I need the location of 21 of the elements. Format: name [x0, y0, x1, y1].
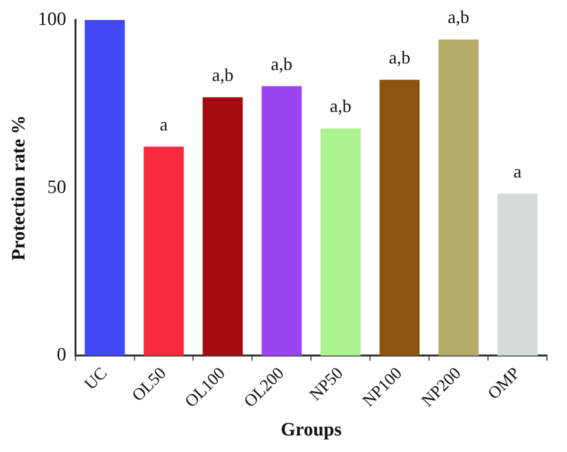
bar [262, 86, 302, 356]
bar [320, 128, 361, 356]
x-axis-title: Groups [280, 420, 342, 441]
bar [84, 20, 125, 356]
bar [497, 194, 538, 356]
bar [144, 146, 184, 356]
annotation: a,b [330, 96, 352, 116]
y-tick-label: 0 [56, 344, 66, 366]
bar [380, 80, 420, 356]
y-axis-title: Protection rate % [8, 115, 30, 260]
annotation: a,b [388, 47, 410, 68]
y-tick-label: 50 [47, 176, 66, 198]
annotation: a,b [212, 64, 234, 85]
annotation: a [160, 114, 168, 134]
annotation: a [514, 161, 522, 182]
bar [202, 97, 243, 356]
bar [438, 39, 479, 356]
annotation: a,b [270, 54, 292, 74]
y-tick-label: 100 [38, 8, 66, 30]
annotation: a,b [448, 7, 470, 28]
x-tick-label: UC [80, 363, 111, 394]
